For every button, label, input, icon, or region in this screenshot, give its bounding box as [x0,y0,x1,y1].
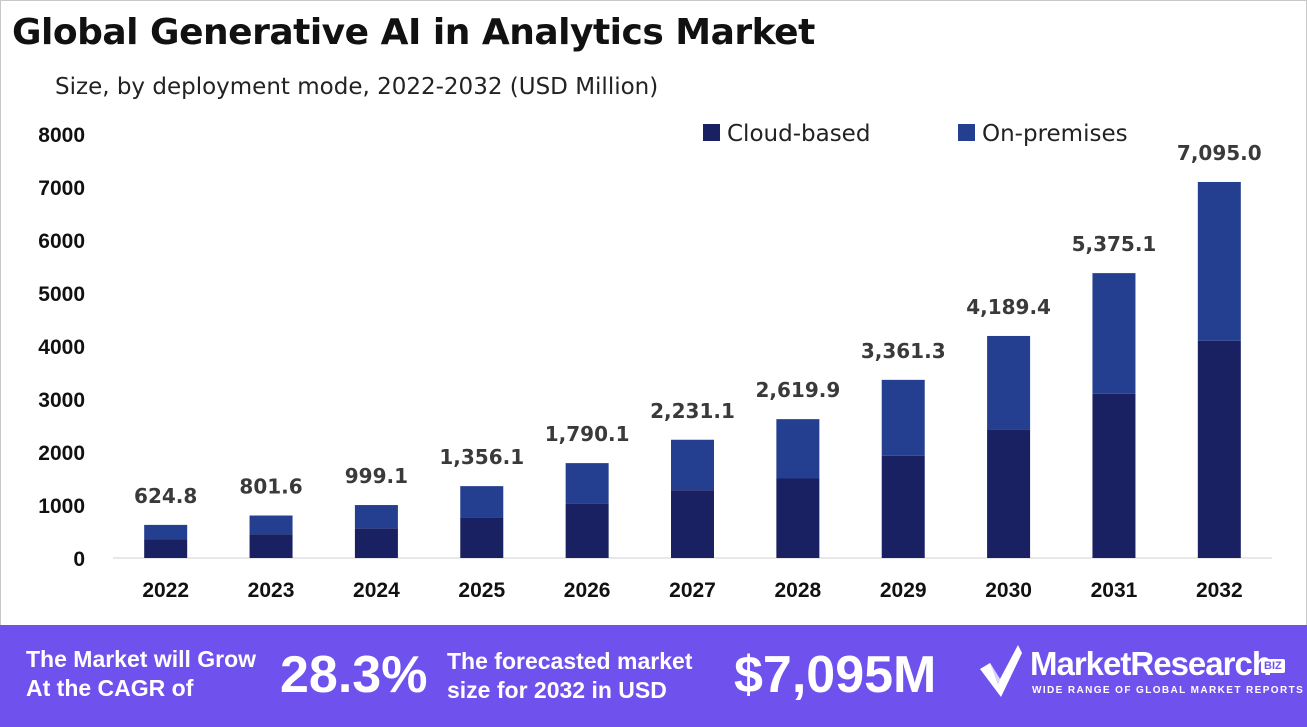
checkmark-logo-icon [980,645,1022,697]
x-tick-label: 2032 [1196,579,1243,602]
legend-label: On-premises [982,121,1128,147]
logo-badge: BIZ [1261,659,1285,673]
forecast-caption-line1: The forecasted market [447,648,693,674]
cagr-caption-line2: At the CAGR of [26,675,194,701]
y-tick-label: 1000 [38,495,85,518]
data-label: 624.8 [134,484,197,508]
data-label: 999.1 [345,464,408,488]
legend-swatch [703,124,720,141]
legend-swatch [958,124,975,141]
bar-segment-cloud-based-2025 [460,517,504,558]
bar-segment-on-premises-2031 [1092,273,1136,394]
chart-subtitle: Size, by deployment mode, 2022-2032 (USD… [55,74,659,100]
forecast-value: $7,095M [734,646,937,704]
data-label: 5,375.1 [1072,232,1157,256]
logo-name: MarketResearch [1030,645,1272,682]
x-tick-label: 2023 [248,579,295,602]
bar-segment-cloud-based-2028 [776,478,820,558]
x-tick-label: 2026 [564,579,611,602]
forecast-caption-line2: size for 2032 in USD [447,677,667,703]
x-tick-label: 2022 [142,579,189,602]
bar-segment-on-premises-2023 [249,515,293,535]
y-tick-label: 5000 [38,283,85,306]
data-label: 801.6 [239,475,302,499]
y-tick-label: 0 [73,548,85,571]
x-tick-label: 2030 [985,579,1032,602]
data-label: 7,095.0 [1177,141,1262,165]
x-tick-label: 2024 [353,579,400,602]
data-label: 1,790.1 [545,422,630,446]
bar-segment-cloud-based-2022 [144,539,188,558]
x-tick-label: 2029 [880,579,927,602]
data-label: 1,356.1 [439,445,524,469]
bar-segment-cloud-based-2030 [987,429,1031,558]
cagr-caption-line1: The Market will Grow [26,646,257,672]
data-label: 2,231.1 [650,399,735,423]
bar-segment-on-premises-2027 [671,439,714,491]
summary-banner: The Market will Grow At the CAGR of 28.3… [0,625,1307,727]
bar-segment-on-premises-2024 [354,505,398,529]
forecast-caption: The forecasted market size for 2032 in U… [447,647,692,705]
y-tick-label: 6000 [38,230,85,253]
x-tick-label: 2031 [1091,579,1138,602]
bar-segment-cloud-based-2032 [1197,340,1241,558]
bar-segment-on-premises-2028 [776,419,820,479]
x-tick-label: 2025 [458,579,505,602]
bar-segment-cloud-based-2029 [881,455,925,558]
bar-segment-on-premises-2026 [565,463,609,504]
cagr-value: 28.3% [280,646,428,704]
y-tick-label: 8000 [38,124,85,147]
y-tick-label: 4000 [38,336,85,359]
data-label: 2,619.9 [755,378,840,402]
y-tick-label: 2000 [38,442,85,465]
bar-segment-cloud-based-2026 [565,503,609,558]
bar-segment-cloud-based-2023 [249,534,293,558]
y-tick-label: 3000 [38,389,85,412]
bar-segment-cloud-based-2024 [354,528,398,558]
legend-label: Cloud-based [727,121,870,147]
bar-segment-cloud-based-2027 [671,490,714,558]
data-label: 4,189.4 [966,295,1051,319]
x-tick-label: 2027 [669,579,716,602]
bar-segment-on-premises-2022 [144,524,188,540]
data-label: 3,361.3 [861,339,946,363]
y-tick-label: 7000 [38,177,85,200]
chart-title: Global Generative AI in Analytics Market [12,12,815,53]
cagr-caption: The Market will Grow At the CAGR of [26,645,256,703]
stacked-bar-chart: 0 1000 2000 3000 4000 5000 6000 7000 8000 624.8 20… [38,121,1272,602]
bar-segment-on-premises-2025 [460,486,504,518]
bar-segment-on-premises-2030 [987,335,1031,430]
logo-tagline: WIDE RANGE OF GLOBAL MARKET REPORTS [1032,685,1305,696]
x-tick-label: 2028 [775,579,822,602]
bar-segment-on-premises-2032 [1197,181,1241,341]
bar-segment-cloud-based-2031 [1092,393,1136,558]
bar-segment-on-premises-2029 [881,379,925,456]
